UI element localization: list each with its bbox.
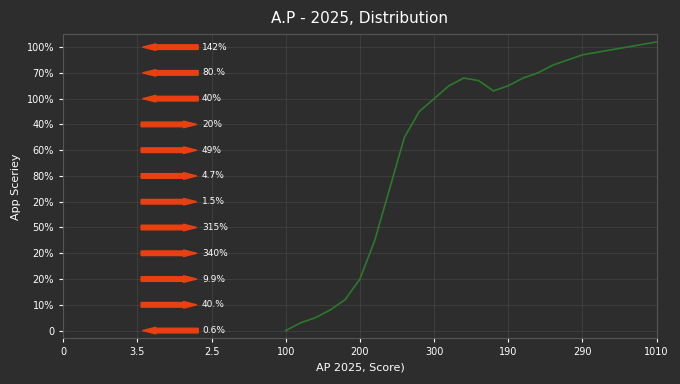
FancyArrow shape [141, 250, 197, 257]
Text: 40%: 40% [202, 94, 222, 103]
FancyArrow shape [143, 95, 198, 102]
Text: 49%: 49% [202, 146, 222, 155]
Text: 40.%: 40.% [202, 300, 225, 309]
FancyArrow shape [141, 172, 197, 179]
FancyArrow shape [141, 147, 197, 154]
Text: 315%: 315% [202, 223, 228, 232]
FancyArrow shape [141, 199, 197, 205]
Text: 0.6%: 0.6% [202, 326, 225, 335]
Text: 1.5%: 1.5% [202, 197, 225, 206]
Text: 4.7%: 4.7% [202, 171, 225, 180]
FancyArrow shape [141, 224, 197, 231]
X-axis label: AP 2025, Score): AP 2025, Score) [316, 363, 405, 373]
Text: 20%: 20% [202, 120, 222, 129]
Title: A.P - 2025, Distribution: A.P - 2025, Distribution [271, 11, 448, 26]
Text: 340%: 340% [202, 249, 228, 258]
Text: 9.9%: 9.9% [202, 275, 225, 283]
Text: 142%: 142% [202, 43, 228, 51]
FancyArrow shape [141, 301, 197, 308]
FancyArrow shape [141, 276, 197, 282]
FancyArrow shape [143, 70, 198, 76]
Y-axis label: App Sceriey: App Sceriey [11, 153, 21, 220]
FancyArrow shape [143, 44, 198, 50]
FancyArrow shape [141, 121, 197, 128]
Text: 80.%: 80.% [202, 68, 225, 78]
FancyArrow shape [143, 327, 198, 334]
